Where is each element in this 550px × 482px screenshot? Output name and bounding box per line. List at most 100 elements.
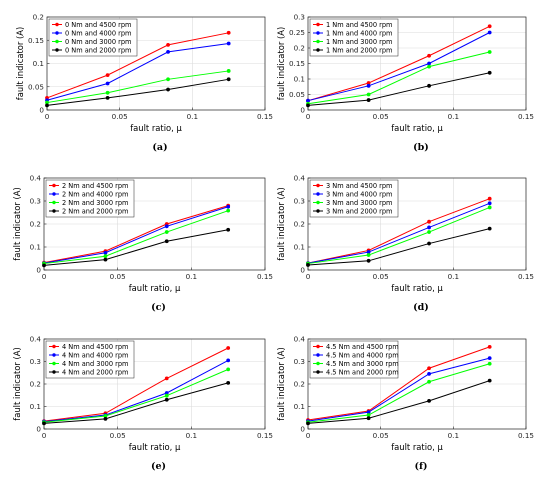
x-axis-label: fault ratio, μ xyxy=(391,283,443,293)
data-point xyxy=(103,414,108,418)
data-point xyxy=(366,98,371,102)
tick-label-x: 0 xyxy=(306,431,311,440)
data-point xyxy=(427,398,431,403)
legend-marker xyxy=(316,361,320,366)
axes-box xyxy=(307,16,527,111)
data-point xyxy=(427,219,431,224)
data-point xyxy=(45,100,49,105)
data-point xyxy=(226,227,231,232)
data-point xyxy=(427,366,431,371)
legend-marker xyxy=(316,48,320,52)
tick-label-y: 0 xyxy=(36,425,41,434)
data-point xyxy=(226,69,231,73)
data-point xyxy=(306,103,310,108)
data-point xyxy=(103,254,108,259)
tick-label-y: 0.3 xyxy=(294,13,305,22)
chart-panel-6: 0 0.1 0.2 0.3 0.4 0 0.05 0.1 0.15 4.5 Nm and 4500… xyxy=(276,335,534,473)
legend-marker xyxy=(52,361,56,366)
legend-label: 2 Nm and 2000 rpm xyxy=(62,207,128,215)
legend-label: 4 Nm and 3000 rpm xyxy=(62,360,128,368)
legend-box xyxy=(45,340,135,379)
data-point xyxy=(487,226,492,231)
tick-label-x: 0.15 xyxy=(518,272,534,281)
tick-label-x: 0.05 xyxy=(110,272,126,281)
series-line-3 xyxy=(307,363,490,423)
data-point xyxy=(164,230,169,234)
data-point xyxy=(166,87,170,92)
legend-marker xyxy=(316,353,320,357)
legend-marker xyxy=(316,200,320,205)
tick-label-y: 0.1 xyxy=(294,402,305,411)
data-point xyxy=(366,410,371,415)
data-point xyxy=(366,81,371,85)
data-point xyxy=(427,371,431,376)
legend-label: 0 Nm and 2000 rpm xyxy=(65,46,131,54)
tick-label-y: 0.2 xyxy=(294,380,305,389)
tick-label-x: 0 xyxy=(306,112,311,121)
data-point xyxy=(306,421,310,426)
panel-label: (f) xyxy=(414,461,427,472)
axes-box xyxy=(43,177,266,271)
data-point xyxy=(42,263,46,268)
series-line-2 xyxy=(307,32,490,102)
tick-label-y: 0.1 xyxy=(30,402,41,411)
legend-label: 4 Nm and 4000 rpm xyxy=(62,351,128,359)
data-point xyxy=(164,391,169,395)
tick-label-y: 0 xyxy=(39,106,44,115)
chart-panel-4: 0 0.1 0.2 0.3 0.4 0 0.05 0.1 0.15 3 Nm and 4500 r… xyxy=(276,174,534,314)
data-point xyxy=(306,98,310,103)
data-point xyxy=(226,41,231,46)
data-point xyxy=(164,397,169,402)
series-line-3 xyxy=(43,210,229,265)
series-line-2 xyxy=(43,359,229,423)
panel-label: (d) xyxy=(413,302,429,313)
series-line-1 xyxy=(307,25,490,102)
tick-label-y: 0.2 xyxy=(294,44,305,53)
legend-label: 4.5 Nm and 2000 rpm xyxy=(326,368,399,376)
y-axis-label: fault indicator (A) xyxy=(276,187,286,260)
legend-marker xyxy=(52,370,56,374)
tick-label-y: 0 xyxy=(300,106,305,115)
series-line-4 xyxy=(307,228,490,266)
legend-marker xyxy=(52,183,56,188)
data-point xyxy=(42,421,46,426)
legend-marker xyxy=(52,353,56,357)
chart-panel-1: 0 0.05 0.1 0.15 0.2 0 0.05 0.1 0.15 0 Nm and 4500… xyxy=(15,13,273,154)
legend-label: 3 Nm and 4000 rpm xyxy=(326,190,392,198)
legend-label: 4.5 Nm and 4500 rpm xyxy=(326,343,399,351)
series-line-1 xyxy=(43,347,229,422)
tick-label-x: 0.1 xyxy=(186,272,197,281)
y-axis-label: fault indicator (A) xyxy=(15,27,25,100)
tick-label-x: 0.05 xyxy=(373,272,389,281)
data-point xyxy=(487,344,492,349)
data-point xyxy=(487,50,492,54)
panel-label: (c) xyxy=(151,302,166,313)
legend-marker xyxy=(52,192,56,196)
data-point xyxy=(103,257,108,262)
data-point xyxy=(226,30,231,35)
tick-label-y: 0.4 xyxy=(294,174,306,183)
data-point xyxy=(105,96,110,100)
data-point xyxy=(164,224,169,229)
tick-label-x: 0.15 xyxy=(257,112,273,121)
series-line-1 xyxy=(43,205,229,264)
series-line-3 xyxy=(46,70,229,104)
data-point xyxy=(105,81,110,86)
legend-label: 2 Nm and 4000 rpm xyxy=(62,190,128,198)
data-point xyxy=(226,208,231,213)
axes-box xyxy=(43,338,266,430)
data-point xyxy=(427,241,431,246)
tick-label-y: 0.2 xyxy=(30,220,41,229)
legend-label: 4.5 Nm and 3000 rpm xyxy=(326,360,399,368)
data-point xyxy=(427,379,431,384)
series-line-2 xyxy=(307,202,490,264)
series-line-1 xyxy=(307,346,490,421)
series-line-2 xyxy=(307,357,490,422)
tick-label-x: 0 xyxy=(42,431,47,440)
x-axis-label: fault ratio, μ xyxy=(129,442,181,452)
legend-label: 3 Nm and 2000 rpm xyxy=(326,207,392,215)
data-point xyxy=(166,49,170,54)
legend-marker xyxy=(316,22,320,27)
legend-marker xyxy=(316,209,320,213)
